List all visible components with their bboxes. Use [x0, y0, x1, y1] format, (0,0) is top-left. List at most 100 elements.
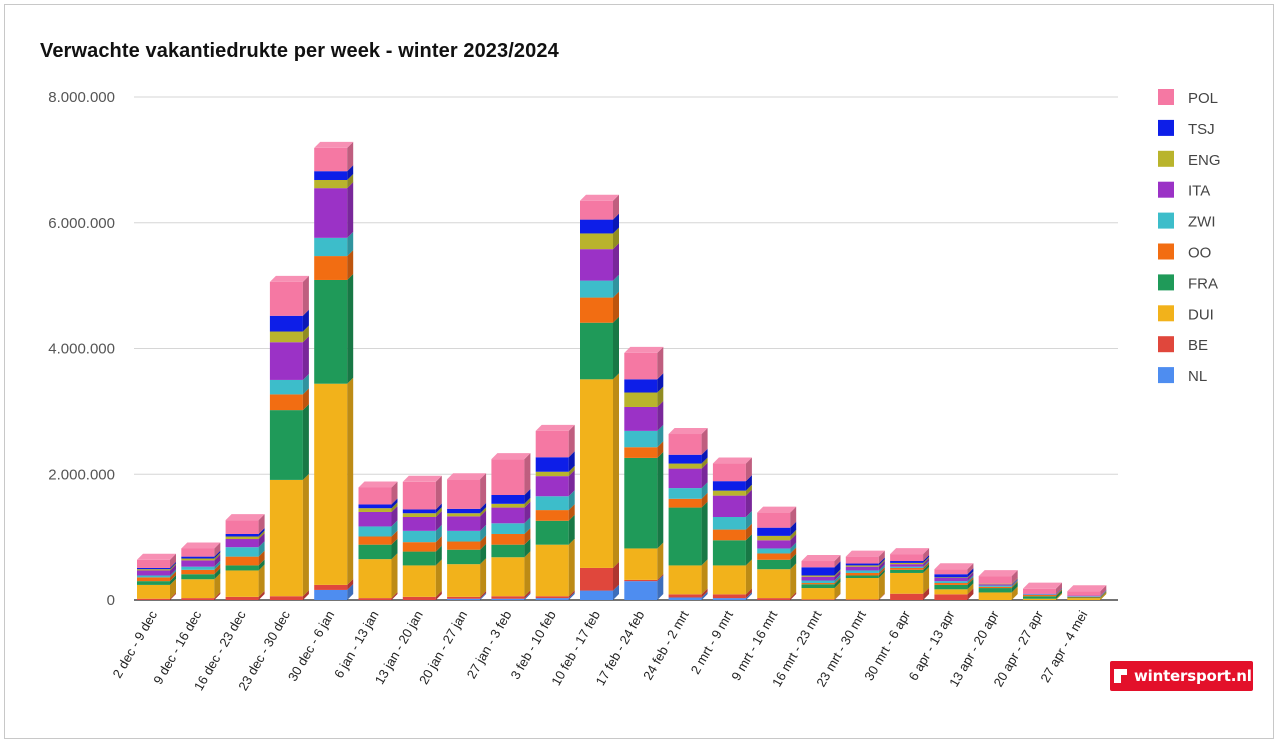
bar-side — [701, 428, 708, 455]
bar-segment-ita — [269, 336, 309, 380]
bar-side — [701, 492, 708, 508]
bar-side — [1011, 579, 1018, 587]
bar-side — [878, 569, 885, 578]
legend-swatch — [1158, 181, 1174, 198]
bar-face — [491, 494, 525, 504]
bar-face — [491, 598, 525, 600]
bar-segment-zwi — [181, 560, 221, 570]
bar-face — [934, 594, 968, 600]
bar-segment-dui — [668, 559, 708, 595]
bar-segment-be — [491, 590, 531, 599]
bar-segment-oo — [314, 250, 354, 280]
bar-side — [1056, 592, 1062, 600]
bar-face — [447, 530, 481, 542]
bar-side — [790, 506, 797, 528]
bar-side — [1100, 591, 1107, 599]
bar-face — [535, 476, 569, 497]
bar-side — [170, 561, 176, 570]
bar-side — [701, 588, 708, 598]
bar-segment-pol — [491, 453, 531, 495]
bar-side — [480, 535, 487, 550]
bar-side — [878, 566, 885, 576]
bar-face — [668, 498, 702, 508]
bar-face — [934, 584, 968, 590]
bar-side — [302, 590, 309, 600]
bar-side — [878, 550, 885, 564]
bar-side — [657, 441, 664, 458]
legend-label: ITA — [1188, 183, 1210, 200]
x-tick-label: 6 apr - 13 apr — [905, 607, 957, 683]
bar-side — [435, 559, 442, 597]
bar-segment-ita — [402, 511, 442, 531]
bar-face — [314, 256, 348, 280]
bar-face — [1067, 597, 1101, 599]
legend-label: NL — [1188, 368, 1207, 385]
bar-segment-ita — [845, 560, 885, 571]
bar-segment-pol — [624, 346, 664, 380]
bar-face — [137, 584, 170, 599]
x-tick-label: 30 mrt - 6 apr — [861, 607, 913, 683]
bar-segment-ita — [447, 510, 487, 531]
bar-face — [535, 510, 569, 521]
bar-face — [1067, 596, 1101, 598]
bar-segment-eng — [225, 530, 265, 540]
bar-face — [491, 596, 525, 599]
bar-face — [225, 547, 259, 557]
bar-face — [801, 588, 835, 600]
bar-side — [657, 424, 664, 448]
bar-top — [890, 548, 930, 555]
bar-side — [214, 563, 221, 575]
bar-side — [524, 527, 531, 545]
bar-face — [269, 281, 303, 316]
bar-side — [1011, 577, 1018, 585]
bar-segment-zwi — [801, 574, 841, 584]
bar-side — [258, 550, 265, 566]
bar-face — [668, 565, 702, 595]
bar-side — [170, 563, 176, 571]
bar-segment-ita — [757, 534, 797, 549]
bar-face — [402, 513, 436, 518]
bar-segment-pol — [757, 506, 797, 528]
bar-side — [302, 388, 309, 411]
bar-face — [580, 280, 613, 298]
bar-segment-pol — [978, 570, 1018, 584]
bar-side — [170, 564, 176, 576]
bar-side — [967, 578, 974, 590]
bar-face — [624, 581, 658, 600]
bar-top — [801, 555, 841, 562]
bar-side — [391, 553, 398, 599]
bar-segment-pol — [712, 457, 752, 482]
bar-side — [302, 309, 309, 332]
bar-face — [314, 237, 348, 257]
bar-segment-be — [137, 592, 176, 600]
bar-side — [1011, 582, 1018, 593]
bar-side — [613, 243, 619, 281]
bar-segment-zwi — [535, 490, 575, 511]
bar-segment-eng — [314, 173, 354, 189]
bar-side — [834, 578, 841, 589]
bar-segment-nl — [668, 591, 708, 600]
bar-segment-ita — [580, 243, 619, 281]
bar-segment-zwi — [1067, 590, 1107, 597]
bar-face — [845, 570, 879, 573]
legend-swatch — [1158, 336, 1174, 353]
bar-segment-fra — [801, 578, 841, 589]
bar-segment-pol — [358, 481, 398, 505]
bar-face — [269, 379, 303, 395]
bar-face — [624, 457, 658, 549]
bar-face — [668, 468, 702, 489]
bar-face — [801, 576, 835, 581]
legend-item-tsj: TSJ — [1158, 119, 1215, 138]
bar-segment-nl — [624, 575, 664, 600]
bar-face — [845, 599, 879, 600]
bar-face — [225, 539, 259, 548]
bar-face — [1067, 596, 1101, 597]
bar-side — [568, 470, 575, 497]
bar-face — [181, 548, 215, 557]
bar-face — [801, 575, 835, 577]
bar-side — [347, 173, 354, 189]
bar-face — [314, 188, 348, 238]
bar-face — [757, 569, 791, 599]
bar-face — [491, 544, 525, 558]
bar-face — [801, 567, 835, 576]
